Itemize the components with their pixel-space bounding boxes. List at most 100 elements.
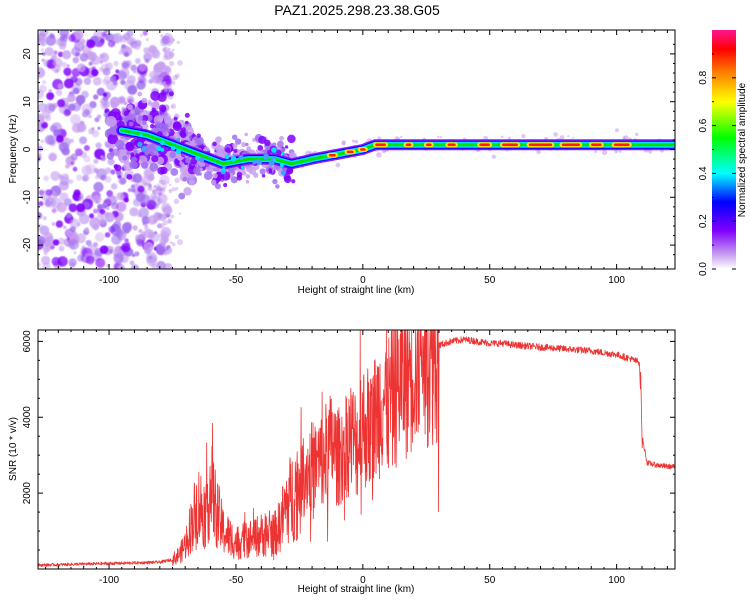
noise-blob: [55, 89, 63, 97]
noise-blob: [68, 179, 74, 185]
noise-blob: [162, 207, 168, 213]
noise-blob: [168, 51, 175, 58]
noise-blob: [82, 174, 90, 182]
noise-blob: [53, 50, 58, 55]
noise-blob: [99, 245, 109, 254]
noise-blob: [75, 233, 87, 244]
noise-blob: [86, 39, 96, 49]
noise-blob: [38, 200, 44, 207]
noise-blob: [63, 67, 72, 76]
track-dot: [224, 154, 230, 160]
track-dot: [281, 151, 285, 155]
cluster-blob: [184, 112, 190, 118]
noise-blob: [68, 203, 78, 213]
y-tick-label: 6000: [22, 330, 33, 353]
noise-blob: [67, 159, 76, 168]
noise-blob: [93, 195, 102, 204]
noise-blob: [156, 260, 166, 269]
track-dot: [238, 155, 244, 161]
colorbar-tick-label: 0.6: [698, 118, 709, 132]
track-dot: [195, 155, 200, 161]
colorbar-tick-label: 0.0: [698, 262, 709, 276]
noise-blob: [164, 51, 167, 55]
noise-blob: [84, 227, 89, 232]
cluster-blob: [137, 115, 144, 121]
cluster-blob: [163, 116, 172, 124]
cluster-blob: [128, 121, 134, 127]
noise-blob: [168, 47, 171, 51]
noise-blob: [133, 42, 141, 50]
cluster-blob: [233, 149, 238, 153]
noise-blob: [59, 192, 69, 202]
noise-blob: [172, 38, 176, 42]
x-tick-label: 100: [608, 575, 625, 586]
cluster-blob: [257, 145, 264, 151]
noise-blob: [175, 75, 178, 79]
noise-blob: [113, 60, 119, 67]
cluster-blob: [188, 179, 195, 186]
noise-blob: [70, 75, 78, 83]
cluster-blob: [190, 157, 198, 165]
noise-blob: [177, 60, 183, 66]
y-tick-label: 2000: [22, 482, 33, 505]
noise-blob: [113, 263, 124, 269]
track-dot: [221, 167, 226, 172]
noise-blob: [129, 207, 139, 217]
cluster-blob: [253, 172, 259, 178]
noise-blob: [92, 241, 99, 248]
noise-blob: [148, 78, 154, 84]
noise-blob: [69, 226, 76, 233]
y-tick-label: 0: [22, 146, 33, 152]
noise-blob: [178, 212, 182, 215]
x-tick-label: 0: [360, 275, 366, 286]
cluster-blob: [168, 91, 174, 97]
cluster-blob: [126, 173, 133, 180]
noise-blob: [45, 115, 52, 122]
cluster-blob: [151, 155, 159, 163]
x-tick-label: 50: [484, 275, 496, 286]
noise-blob: [117, 174, 122, 179]
cluster-blob: [231, 134, 238, 140]
cluster-blob: [110, 101, 118, 109]
noise-blob: [169, 183, 172, 187]
x-tick-label: -100: [99, 275, 119, 286]
noise-blob: [57, 237, 65, 245]
noise-blob: [163, 251, 168, 256]
noise-blob: [150, 195, 161, 207]
noise-blob: [57, 51, 64, 58]
cluster-blob: [141, 120, 147, 126]
x-tick-label: -50: [229, 575, 244, 586]
noise-blob: [51, 122, 63, 133]
noise-blob: [139, 33, 143, 37]
noise-blob: [52, 57, 63, 68]
noise-blob: [79, 38, 86, 45]
noise-blob: [63, 109, 71, 117]
cluster-blob: [183, 187, 192, 196]
noise-blob: [106, 207, 110, 211]
track-dot: [256, 158, 263, 165]
cluster-blob: [193, 166, 201, 175]
cluster-blob: [172, 121, 181, 130]
snr-frame: [37, 329, 676, 570]
noise-blob: [38, 235, 46, 246]
noise-blob: [87, 74, 92, 79]
noise-blob: [68, 238, 80, 250]
halo-blob: [572, 136, 575, 139]
noise-blob: [56, 99, 66, 108]
x-tick-label: 100: [608, 275, 625, 286]
cluster-blob: [137, 91, 143, 97]
noise-blob: [41, 121, 48, 129]
noise-blob: [112, 33, 123, 44]
noise-blob: [49, 33, 55, 39]
noise-blob: [55, 220, 64, 228]
noise-blob: [42, 60, 49, 67]
noise-blob: [176, 40, 180, 44]
cluster-blob: [141, 114, 149, 122]
cluster-blob: [170, 168, 179, 176]
noise-blob: [168, 36, 175, 43]
noise-blob: [40, 48, 45, 52]
noise-blob: [69, 218, 80, 229]
noise-blob: [42, 80, 47, 85]
noise-blob: [92, 76, 102, 86]
noise-blob: [38, 35, 46, 46]
